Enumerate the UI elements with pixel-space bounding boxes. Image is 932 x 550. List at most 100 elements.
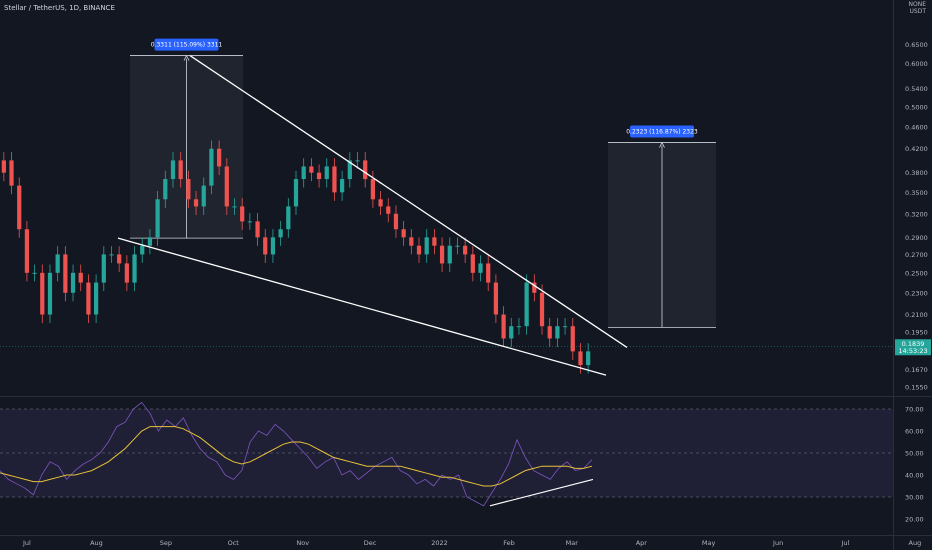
candle-body (86, 282, 91, 315)
candle-body (539, 292, 545, 327)
candle-body (117, 254, 122, 264)
price-tick-label: 0.2700 (905, 251, 928, 259)
candle-body (363, 160, 368, 180)
rsi-tick-label: 50.00 (905, 450, 924, 458)
candle-body (347, 160, 352, 180)
price-tick-label: 0.3500 (905, 189, 928, 197)
price-tick-label: 0.5000 (905, 104, 928, 112)
price-tick-label: 0.4600 (905, 123, 928, 131)
rsi-tick-label: 60.00 (905, 428, 924, 436)
candle-body (9, 160, 14, 186)
time-tick-label: Nov (296, 539, 309, 547)
rsi-tick-label: 20.00 (905, 516, 924, 524)
time-tick-label: Jun (772, 539, 783, 547)
candle-body (562, 326, 568, 328)
measure-arrow-head (183, 54, 190, 61)
candle-body (309, 166, 314, 173)
candle-body (370, 179, 375, 200)
candle-body (524, 282, 529, 327)
candle-body (516, 326, 522, 328)
candle-body (324, 166, 329, 180)
candle-body (293, 179, 299, 207)
rsi-panel (0, 401, 893, 507)
candle-body (447, 245, 452, 264)
candle-body (278, 229, 283, 238)
time-tick-label: Dec (364, 539, 377, 547)
candle-body (570, 326, 575, 352)
measure-label: 0.2323 (116.87%) 2323 (626, 129, 698, 136)
candle-body (17, 185, 22, 230)
price-tick-label: 0.6500 (905, 41, 928, 49)
price-tick-label: 0.2300 (905, 289, 928, 297)
candle-body (301, 166, 306, 180)
measure-arrow-head (659, 141, 665, 148)
candle-body (240, 206, 245, 222)
candle-body (63, 254, 68, 293)
measure-box-2: 0.2323 (116.87%) 2323 (608, 125, 716, 328)
time-tick-label: Feb (503, 539, 515, 547)
candle-body (439, 245, 445, 264)
price-tick-label: 0.1550 (905, 384, 928, 392)
candle-body (332, 166, 337, 193)
time-tick-label: May (702, 539, 716, 547)
candle-body (316, 172, 322, 180)
candle-body (586, 351, 591, 366)
price-tick-label: 0.1670 (905, 366, 928, 374)
candle-body (509, 326, 514, 339)
measure-label-box (630, 125, 694, 138)
candle-body (470, 254, 475, 273)
measure-label: 0.3311 (115.09%) 3311 (151, 42, 223, 49)
candle-body (78, 272, 83, 283)
candle-body (109, 254, 114, 256)
price-tick-label: 0.6000 (905, 60, 928, 68)
rsi-tick-label: 40.00 (905, 472, 924, 480)
candle-body (186, 179, 191, 200)
candle-body (140, 245, 145, 255)
candle-body (340, 179, 345, 193)
time-axis: Jul Aug Sep Oct Nov Dec 2022 Feb Mar Apr May Jun Jul… (22, 539, 921, 547)
rsi-line (0, 401, 593, 507)
wedge-lower-line (117, 237, 607, 376)
candle-body (247, 221, 252, 223)
price-tick-label: 0.1950 (905, 329, 928, 337)
wedge-upper-line (189, 55, 628, 348)
candle-body (401, 229, 406, 238)
time-tick-label: Oct (228, 539, 240, 547)
candle-body (40, 272, 45, 315)
candle-body (101, 254, 106, 283)
price-tick-label: 0.3200 (905, 210, 928, 218)
rsi-divergence-line (489, 478, 594, 507)
price-tick-label: 0.2100 (905, 311, 928, 319)
candle-body (463, 245, 468, 255)
candle-body (124, 263, 129, 283)
candle-body (132, 254, 137, 283)
candle-body (270, 237, 276, 255)
candle-body (455, 245, 460, 247)
measure-label-box (154, 38, 219, 51)
time-tick-label: Mar (566, 539, 579, 547)
candle-body (432, 237, 437, 246)
candle-body (486, 263, 491, 283)
time-tick-label: 2022 (431, 539, 448, 547)
candle-body (286, 206, 291, 230)
rsi-tick-label: 30.00 (905, 494, 924, 502)
candle-body (178, 160, 183, 180)
candle-body (70, 272, 76, 293)
time-tick-label: Aug (90, 539, 103, 547)
candle-body (24, 229, 30, 273)
candle-body (55, 254, 60, 273)
candle-body (232, 206, 237, 208)
currency-top: NONE (908, 1, 927, 8)
candle-body (201, 185, 206, 207)
price-tick-label: 0.2900 (905, 234, 928, 242)
measure-box-1: 0.3311 (115.09%) 3311 (130, 38, 243, 239)
candle-body (355, 160, 360, 162)
candle-body (155, 199, 160, 238)
time-tick-label: Jul (22, 539, 31, 547)
candle-body (147, 237, 153, 246)
candle-series (0, 140, 893, 374)
last-price-tag (895, 339, 931, 356)
candle-body (493, 282, 499, 315)
candle-body (255, 221, 260, 238)
